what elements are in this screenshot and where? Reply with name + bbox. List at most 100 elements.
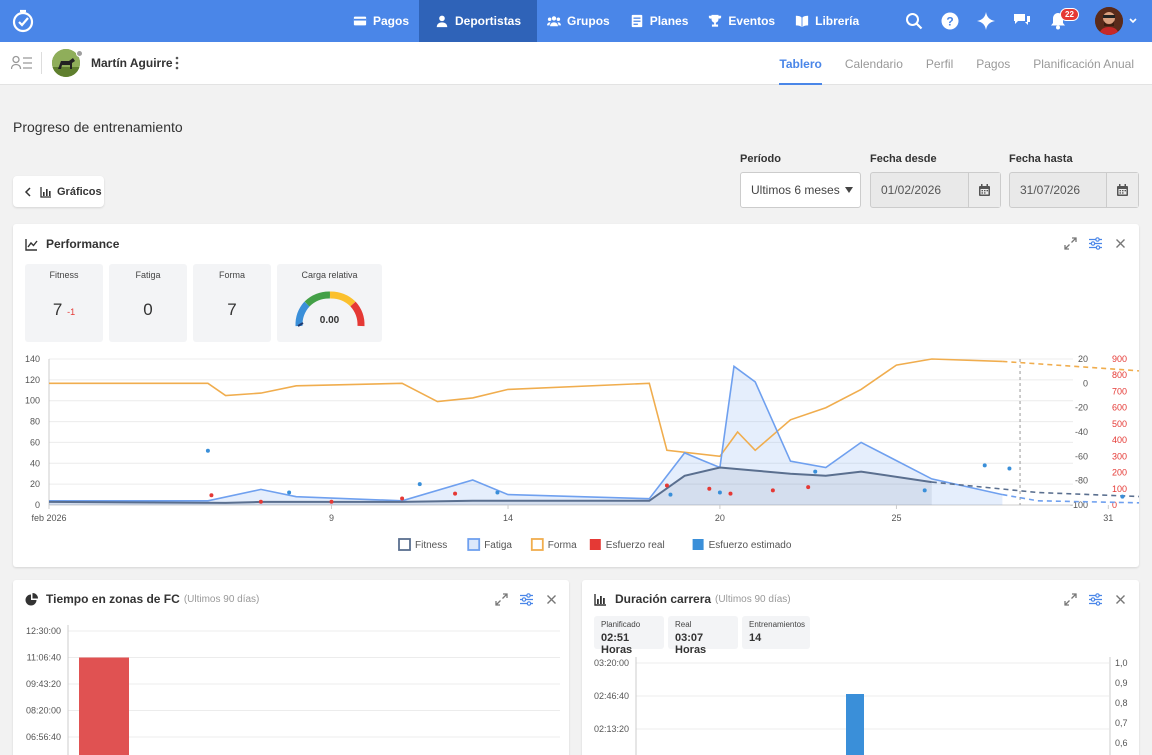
- y-mid-tick-label: -40: [1075, 427, 1088, 437]
- nav-item-pagos[interactable]: Pagos: [343, 0, 419, 42]
- chevron-down-icon[interactable]: [1128, 16, 1138, 26]
- close-icon[interactable]: [545, 593, 558, 606]
- app-logo-icon[interactable]: [11, 9, 35, 33]
- y-right-tick-label: 0,8: [1115, 698, 1128, 708]
- settings-sliders-icon[interactable]: [1089, 593, 1102, 606]
- duration-title: Duración carrera (Ultimos 90 días): [594, 592, 791, 606]
- performance-tools: [1064, 237, 1127, 250]
- tab-planificacion-anual[interactable]: Planificación Anual: [1033, 56, 1134, 71]
- notifications-badge: 22: [1060, 8, 1079, 21]
- legend-swatch: [530, 538, 544, 551]
- y-tick-label: 08:20:00: [26, 706, 61, 716]
- period-select[interactable]: Ultimos 6 meses: [740, 172, 861, 208]
- duration-subtitle: (Ultimos 90 días): [715, 593, 791, 605]
- notifications-button[interactable]: 22: [1040, 0, 1079, 42]
- close-icon[interactable]: [1114, 593, 1127, 606]
- to-date-calendar-button[interactable]: [1106, 173, 1138, 207]
- page-title: Progreso de entrenamiento: [13, 119, 183, 135]
- from-date-field[interactable]: 01/02/2026: [870, 172, 1001, 208]
- nav-item-libreria[interactable]: Librería: [785, 0, 869, 42]
- kebab-menu-icon[interactable]: [172, 55, 182, 71]
- expand-icon[interactable]: [1064, 593, 1077, 606]
- y-right-tick-label: 0,7: [1115, 718, 1128, 728]
- nav-item-label: Deportistas: [455, 14, 522, 28]
- user-avatar[interactable]: [1095, 7, 1123, 35]
- metric-fatiga: Fatiga 0: [109, 264, 187, 342]
- x-tick-label: 31: [1103, 513, 1113, 523]
- main-nav: Pagos Deportistas Grupos Planes Eventos …: [343, 0, 869, 42]
- duration-bar: [846, 694, 864, 755]
- legend-label: Fatiga: [484, 540, 512, 551]
- close-icon[interactable]: [1114, 237, 1127, 250]
- nav-item-label: Pagos: [373, 14, 410, 28]
- bar-chart-icon: [594, 593, 606, 606]
- point-esfuerzo-estimado: [1120, 494, 1125, 499]
- stat-label: Planificado: [601, 620, 641, 629]
- y-right-tick-label: 1,0: [1115, 658, 1128, 668]
- point-esfuerzo-estimado: [495, 490, 500, 495]
- point-esfuerzo-real: [258, 499, 263, 504]
- series-area-fitness: [49, 467, 932, 505]
- legend-swatch: [398, 538, 411, 551]
- nav-item-eventos[interactable]: Eventos: [698, 0, 785, 42]
- y-mid-tick-label: -100: [1070, 500, 1088, 510]
- ai-assistant-button[interactable]: [968, 0, 1004, 42]
- point-esfuerzo-estimado: [1007, 466, 1012, 471]
- library-icon: [795, 15, 809, 28]
- to-date-field[interactable]: 31/07/2026: [1009, 172, 1139, 208]
- point-esfuerzo-real: [707, 486, 712, 491]
- y-left-tick-label: 100: [25, 396, 40, 406]
- stat-value: 03:07 Horas: [675, 632, 707, 656]
- back-to-charts-button[interactable]: Gráficos: [13, 176, 104, 207]
- gauge-chart: [295, 291, 365, 327]
- series-line-forma: [49, 358, 1003, 458]
- tab-pagos[interactable]: Pagos: [976, 56, 1011, 71]
- svg-text:?: ?: [946, 15, 953, 29]
- expand-icon[interactable]: [495, 593, 508, 606]
- duration-tools: [1064, 593, 1127, 606]
- nav-item-label: Librería: [815, 14, 860, 28]
- tab-tablero[interactable]: Tablero: [779, 42, 823, 85]
- stat-value: 02:51 Horas: [601, 632, 633, 656]
- athlete-list-icon[interactable]: [11, 55, 33, 71]
- from-date-calendar-button[interactable]: [968, 173, 1000, 207]
- help-icon: ?: [941, 12, 959, 30]
- line-chart-icon: [25, 238, 38, 251]
- from-date-value: 01/02/2026: [881, 183, 942, 197]
- nav-item-grupos[interactable]: Grupos: [537, 0, 620, 42]
- expand-icon[interactable]: [1064, 237, 1077, 250]
- settings-sliders-icon[interactable]: [1089, 237, 1102, 250]
- stat-label: Entrenamientos: [749, 620, 806, 629]
- chat-icon: [1014, 14, 1030, 25]
- point-esfuerzo-estimado: [668, 492, 673, 497]
- settings-sliders-icon[interactable]: [520, 593, 533, 606]
- nav-item-deportistas[interactable]: Deportistas: [419, 0, 538, 42]
- y-tick-label: 09:43:20: [26, 679, 61, 689]
- nav-item-planes[interactable]: Planes: [620, 0, 699, 42]
- legend-swatch: [692, 539, 704, 550]
- tab-calendario[interactable]: Calendario: [844, 56, 903, 71]
- nav-item-label: Grupos: [567, 14, 610, 28]
- sparkle-icon: [977, 12, 995, 30]
- y-left-tick-label: 03:20:00: [594, 658, 629, 668]
- y-right-tick-label: 300: [1112, 451, 1127, 461]
- point-esfuerzo-real: [770, 488, 775, 493]
- y-right-tick-label: 800: [1112, 370, 1127, 380]
- stat-value: 14: [749, 632, 762, 644]
- search-button[interactable]: [896, 0, 932, 42]
- tab-perfil[interactable]: Perfil: [925, 56, 954, 71]
- metric-forma: Forma 7: [193, 264, 271, 342]
- to-date-value: 31/07/2026: [1020, 183, 1081, 197]
- stat-real: Real 03:07 Horas: [668, 616, 738, 656]
- athlete-avatar[interactable]: [52, 49, 80, 77]
- y-left-tick-label: 120: [25, 375, 40, 385]
- y-mid-tick-label: 0: [1083, 378, 1088, 388]
- chat-button[interactable]: [1004, 0, 1040, 42]
- x-tick-label: 9: [329, 513, 334, 523]
- forma-value: 7: [227, 300, 237, 319]
- back-button-label: Gráficos: [57, 185, 102, 198]
- legend-label: Fitness: [415, 540, 447, 551]
- point-esfuerzo-estimado: [982, 463, 987, 468]
- y-right-tick-label: 400: [1112, 435, 1127, 445]
- help-button[interactable]: ?: [932, 0, 968, 42]
